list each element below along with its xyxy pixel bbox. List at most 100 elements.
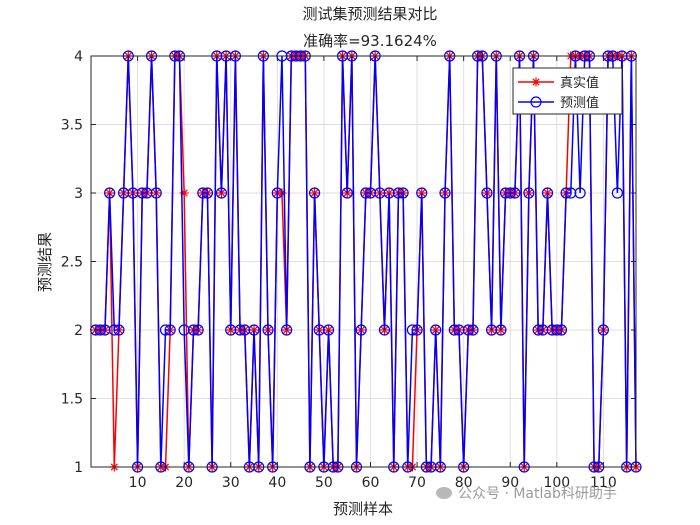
point-predicted bbox=[322, 324, 335, 336]
point-predicted bbox=[239, 324, 251, 336]
point-predicted bbox=[127, 187, 139, 199]
y-axis-label: 预测结果 bbox=[36, 232, 54, 292]
point-predicted bbox=[178, 324, 190, 336]
point-predicted bbox=[215, 187, 228, 199]
legend-box bbox=[512, 67, 623, 115]
point-predicted bbox=[481, 187, 493, 199]
point-predicted bbox=[504, 187, 516, 199]
point-predicted bbox=[509, 187, 521, 199]
x-tick-label: 70 bbox=[408, 475, 426, 491]
x-tick-label: 60 bbox=[362, 475, 380, 491]
point-predicted bbox=[141, 187, 153, 199]
point-predicted bbox=[201, 187, 214, 199]
point-predicted bbox=[94, 324, 106, 336]
point-predicted bbox=[383, 187, 395, 199]
point-predicted bbox=[430, 324, 442, 336]
point-predicted bbox=[99, 324, 111, 336]
point-predicted bbox=[541, 187, 554, 199]
point-predicted bbox=[187, 324, 200, 336]
y-tick-label: 4 bbox=[74, 49, 83, 65]
point-predicted bbox=[565, 187, 577, 199]
point-predicted bbox=[453, 324, 465, 336]
watermark-text: 公众号 · Matlab科研助手 bbox=[458, 486, 617, 502]
legend-asterisk bbox=[531, 77, 541, 87]
point-predicted bbox=[411, 324, 423, 336]
point-predicted bbox=[113, 324, 125, 336]
y-ticks: 1 1.5 2 2.5 3 3.5 4 bbox=[61, 49, 636, 476]
point-predicted bbox=[392, 187, 405, 199]
point-predicted bbox=[262, 324, 274, 336]
point-predicted bbox=[378, 324, 391, 336]
y-tick-label: 3 bbox=[74, 186, 83, 202]
point-predicted bbox=[374, 187, 386, 199]
point-predicted bbox=[234, 324, 246, 336]
point-predicted bbox=[439, 187, 451, 199]
chart-subtitle: 准确率=93.1624% bbox=[303, 32, 437, 50]
point-predicted bbox=[523, 187, 535, 199]
point-predicted bbox=[360, 187, 372, 199]
point-predicted bbox=[532, 324, 544, 336]
x-ticks: 10 20 30 40 50 60 70 80 90 100 110 bbox=[129, 56, 617, 491]
point-predicted bbox=[341, 187, 353, 199]
chart-title: 测试集预测结果对比 bbox=[302, 5, 437, 23]
point-predicted bbox=[448, 324, 460, 336]
point-predicted bbox=[462, 324, 474, 336]
x-tick-label: 80 bbox=[455, 475, 473, 491]
point-predicted bbox=[560, 187, 572, 199]
point-predicted bbox=[364, 187, 377, 199]
point-predicted bbox=[248, 324, 260, 336]
x-tick-label: 100 bbox=[543, 475, 570, 491]
point-predicted bbox=[159, 324, 172, 336]
legend-label-predicted: 预测值 bbox=[560, 95, 599, 111]
plot-frame bbox=[90, 55, 637, 468]
point-predicted bbox=[225, 324, 237, 336]
legend-label-actual: 真实值 bbox=[560, 75, 599, 91]
legend-marker-predicted bbox=[530, 96, 542, 108]
point-predicted bbox=[313, 324, 325, 336]
legend: 真实值 预测值 bbox=[512, 67, 623, 115]
point-predicted bbox=[467, 324, 479, 336]
point-predicted bbox=[611, 187, 623, 199]
point-predicted bbox=[192, 324, 204, 336]
point-predicted bbox=[164, 324, 176, 336]
x-tick-label: 90 bbox=[501, 475, 519, 491]
point-predicted bbox=[574, 187, 586, 199]
y-tick-label: 2.5 bbox=[61, 255, 83, 271]
y-tick-label: 1 bbox=[74, 460, 83, 476]
point-predicted bbox=[281, 324, 293, 336]
point-predicted bbox=[485, 324, 498, 336]
point-predicted bbox=[397, 187, 409, 199]
x-tick-label: 110 bbox=[590, 475, 617, 491]
wechat-icon bbox=[436, 487, 452, 499]
x-tick-label: 40 bbox=[268, 475, 286, 491]
point-predicted bbox=[271, 187, 283, 199]
point-predicted bbox=[136, 187, 148, 199]
point-predicted bbox=[546, 324, 558, 336]
point-predicted bbox=[555, 324, 568, 336]
legend-marker-actual bbox=[531, 77, 541, 87]
point-predicted bbox=[537, 324, 549, 336]
point-predicted bbox=[597, 324, 609, 336]
x-tick-label: 50 bbox=[315, 475, 333, 491]
x-tick-label: 20 bbox=[175, 475, 193, 491]
x-tick-label: 10 bbox=[129, 475, 147, 491]
point-predicted bbox=[108, 324, 120, 336]
point-predicted bbox=[416, 187, 428, 199]
point-predicted bbox=[406, 324, 419, 336]
point-predicted bbox=[499, 187, 512, 199]
point-predicted bbox=[104, 187, 116, 199]
y-tick-label: 3.5 bbox=[61, 118, 83, 134]
point-predicted bbox=[495, 324, 507, 336]
point-actual bbox=[179, 188, 189, 198]
point-predicted bbox=[308, 187, 321, 199]
x-tick-label: 30 bbox=[222, 475, 240, 491]
point-predicted bbox=[355, 324, 367, 336]
point-predicted bbox=[197, 187, 209, 199]
y-tick-label: 2 bbox=[74, 323, 83, 339]
y-tick-label: 1.5 bbox=[61, 392, 83, 408]
x-axis-label: 预测样本 bbox=[333, 500, 393, 518]
point-predicted bbox=[551, 324, 563, 336]
point-predicted bbox=[150, 187, 162, 199]
point-predicted bbox=[118, 187, 130, 199]
